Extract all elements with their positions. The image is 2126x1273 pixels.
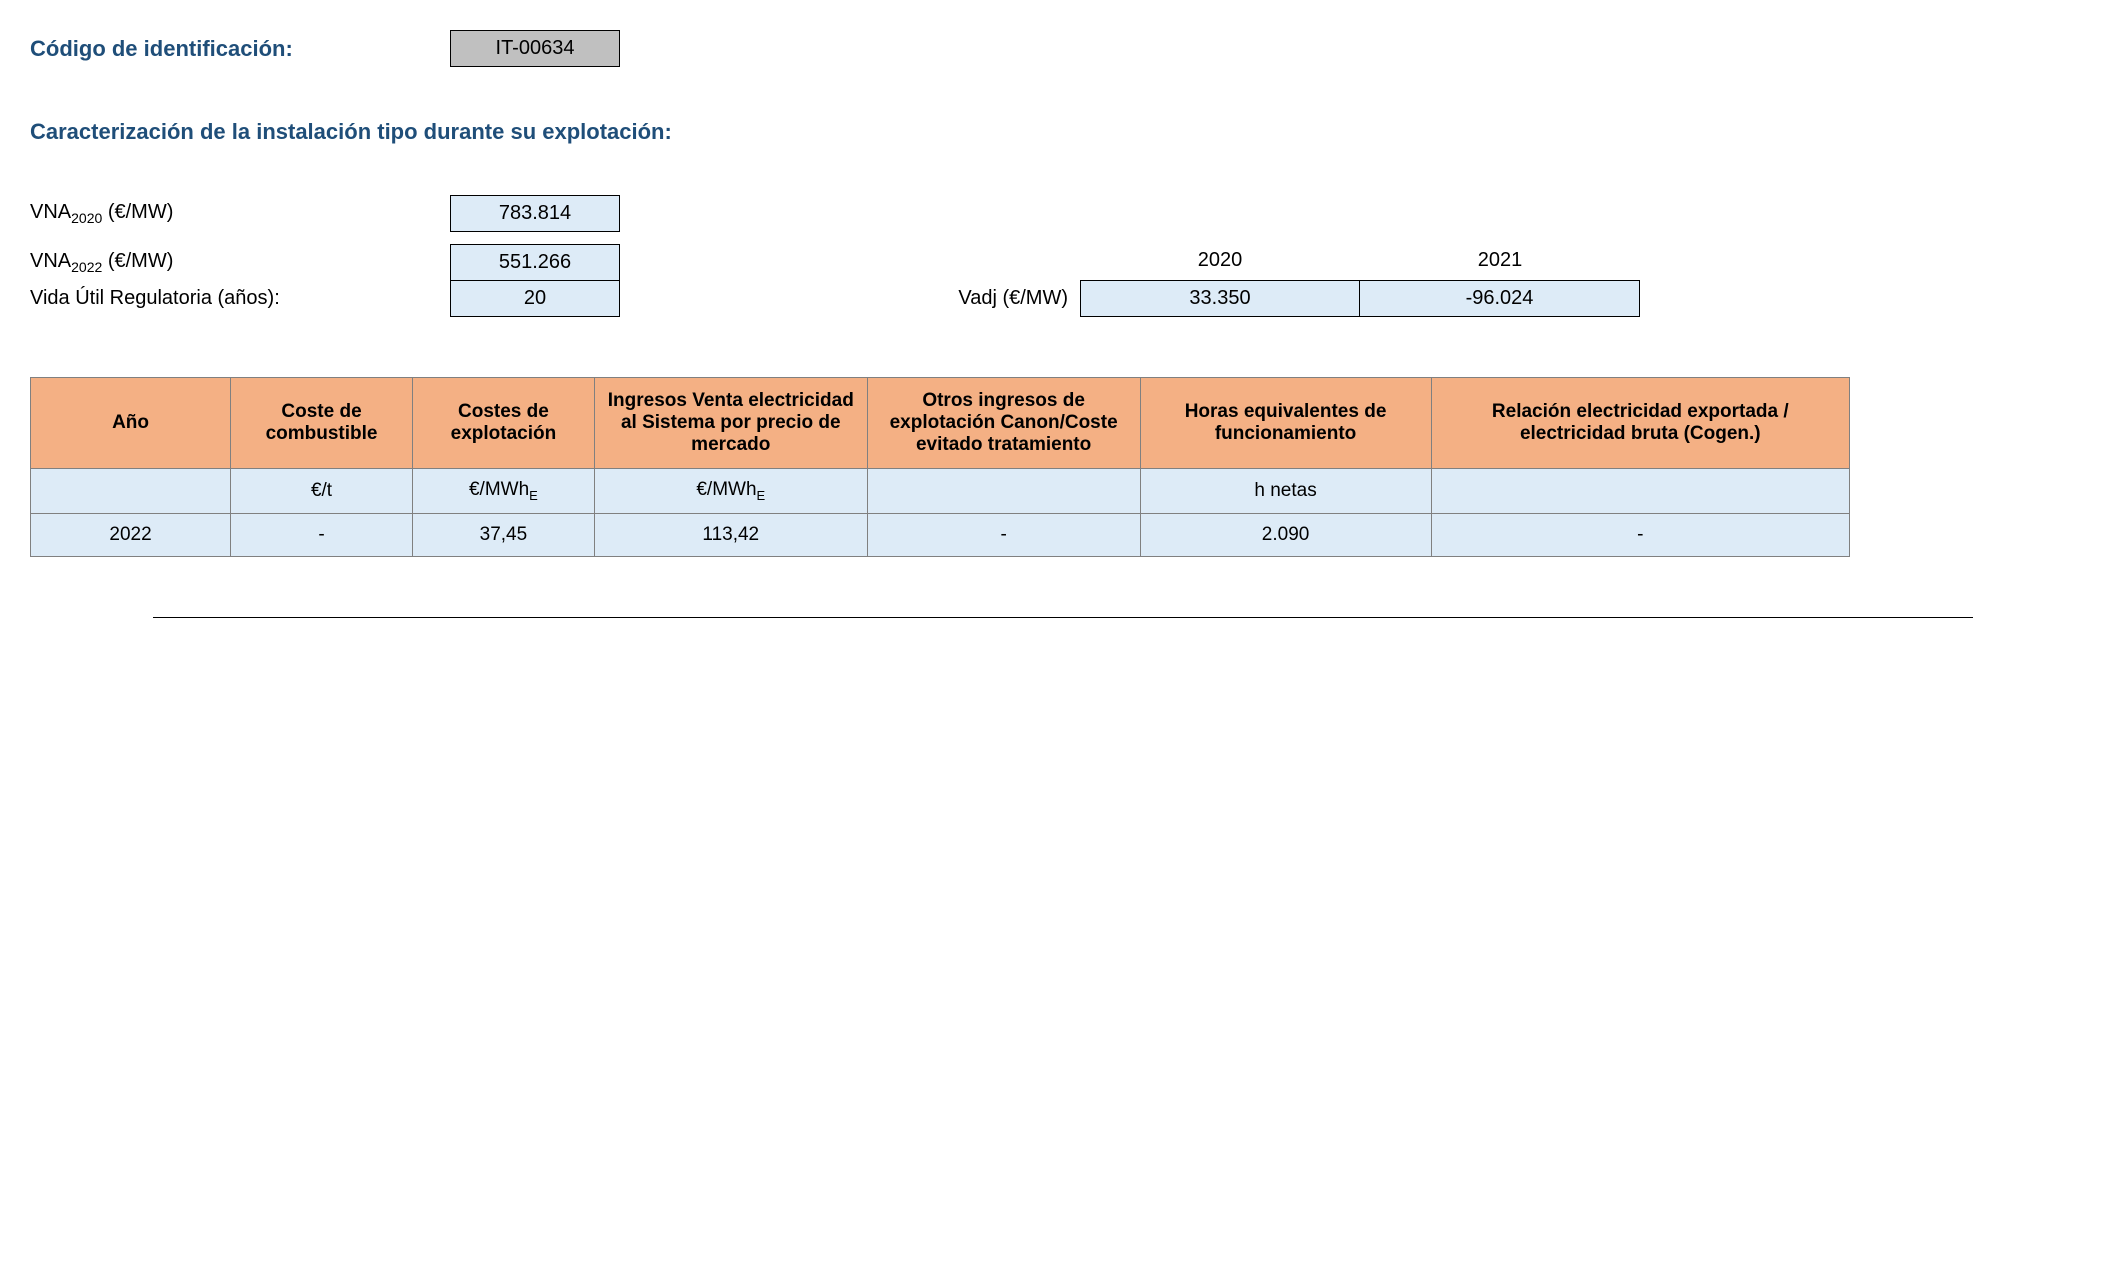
vadj-value-0: 33.350 (1080, 280, 1360, 317)
unit-combustible: €/t (231, 469, 413, 514)
vna-prefix: VNA (30, 201, 71, 223)
cell-ano: 2022 (31, 513, 231, 556)
cell-horas: 2.090 (1140, 513, 1431, 556)
data-row-0: 2022 - 37,45 113,42 - 2.090 - (31, 513, 1850, 556)
unit-relacion (1431, 469, 1849, 514)
cell-explotacion: 37,45 (412, 513, 594, 556)
vna2022-sub: 2022 (71, 259, 102, 275)
vadj-year-1: 2021 (1360, 249, 1640, 272)
vadj-year-0: 2020 (1080, 249, 1360, 272)
cell-relacion: - (1431, 513, 1849, 556)
th-relacion: Relación electricidad exportada / electr… (1431, 378, 1849, 469)
vna2020-label: VNA2020 (€/MW) (30, 201, 450, 226)
vna2022-row: VNA2022 (€/MW) 551.266 (30, 244, 620, 280)
cell-otros: - (867, 513, 1140, 556)
th-ingresos: Ingresos Venta electricidad al Sistema p… (594, 378, 867, 469)
params-right: 2020 2021 Vadj (€/MW) 33.350 -96.024 (920, 249, 1640, 317)
vna-prefix-2: VNA (30, 250, 71, 272)
unit-ing-sub: E (757, 488, 766, 503)
table-head: Año Coste de combustible Costes de explo… (31, 378, 1850, 469)
cell-combustible: - (231, 513, 413, 556)
main-table: Año Coste de combustible Costes de explo… (30, 377, 1850, 557)
unit-explotacion: €/MWhE (412, 469, 594, 514)
vna-unit-2: (€/MW) (102, 250, 173, 272)
vna-unit: (€/MW) (102, 201, 173, 223)
unit-ingresos: €/MWhE (594, 469, 867, 514)
unit-expl-sub: E (529, 488, 538, 503)
vadj-values-row: Vadj (€/MW) 33.350 -96.024 (920, 280, 1640, 317)
th-horas: Horas equivalentes de funcionamiento (1140, 378, 1431, 469)
vadj-value-1: -96.024 (1360, 280, 1640, 317)
vadj-label: Vadj (€/MW) (920, 287, 1080, 310)
vna2020-value: 783.814 (450, 195, 620, 232)
units-row: €/t €/MWhE €/MWhE h netas (31, 469, 1850, 514)
table-body: €/t €/MWhE €/MWhE h netas 2022 - 37,45 1… (31, 469, 1850, 557)
unit-ing-prefix: €/MWh (696, 479, 756, 500)
unit-expl-prefix: €/MWh (469, 479, 529, 500)
th-explotacion: Costes de explotación (412, 378, 594, 469)
code-row: Código de identificación: IT-00634 (30, 30, 2096, 67)
cell-ingresos: 113,42 (594, 513, 867, 556)
unit-otros (867, 469, 1140, 514)
params-wrapper: VNA2020 (€/MW) 783.814 VNA2022 (€/MW) 55… (30, 195, 2096, 317)
vadj-years-header: 2020 2021 (920, 249, 1640, 272)
vna2020-sub: 2020 (71, 210, 102, 226)
th-ano: Año (31, 378, 231, 469)
vna2022-label: VNA2022 (€/MW) (30, 250, 450, 275)
th-combustible: Coste de combustible (231, 378, 413, 469)
vida-label: Vida Útil Regulatoria (años): (30, 287, 450, 310)
separator (153, 617, 1973, 618)
vida-value: 20 (450, 280, 620, 317)
th-otros: Otros ingresos de explotación Canon/Cost… (867, 378, 1140, 469)
vna2022-value: 551.266 (450, 244, 620, 280)
code-label: Código de identificación: (30, 36, 450, 62)
vna2020-row: VNA2020 (€/MW) 783.814 (30, 195, 620, 232)
header-row: Año Coste de combustible Costes de explo… (31, 378, 1850, 469)
subtitle: Caracterización de la instalación tipo d… (30, 119, 2096, 145)
code-value-box: IT-00634 (450, 30, 620, 67)
unit-ano (31, 469, 231, 514)
vida-row: Vida Útil Regulatoria (años): 20 (30, 280, 620, 317)
params-left: VNA2020 (€/MW) 783.814 VNA2022 (€/MW) 55… (30, 195, 620, 317)
unit-horas: h netas (1140, 469, 1431, 514)
